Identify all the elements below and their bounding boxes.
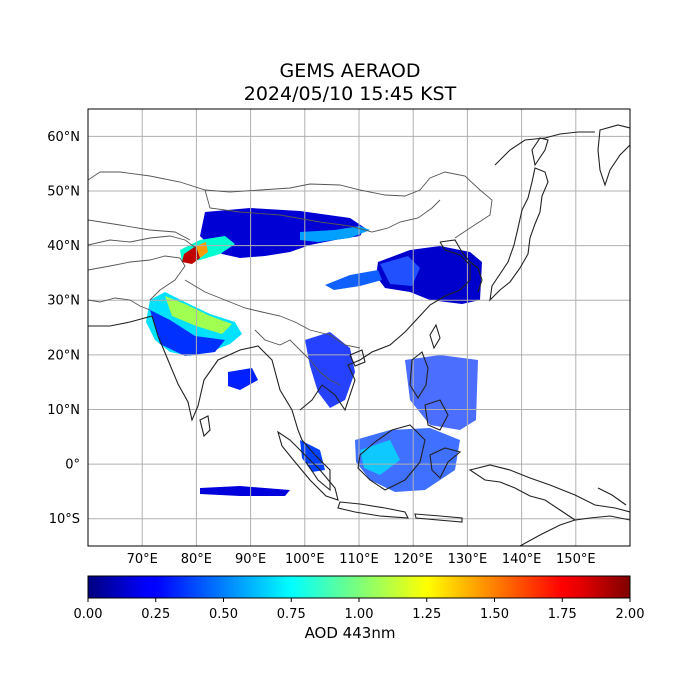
border-kazakhstan — [88, 219, 191, 241]
colorbar-tick-label: 0.75 — [277, 607, 306, 622]
coastline-malay-peninsula — [301, 439, 331, 492]
coastline-hokkaido — [531, 137, 549, 167]
coastline-kamchatka — [597, 124, 630, 187]
coastline-japan-kyushu-honshu — [489, 167, 549, 302]
coastline-korea — [439, 239, 483, 293]
aod-swath-borneo-cyan — [360, 440, 400, 475]
border-iran — [88, 297, 151, 311]
map-title: GEMS AERAOD — [279, 60, 421, 82]
border-mongolia — [204, 189, 441, 233]
colorbar-tick-label: 0.50 — [209, 607, 238, 622]
aod-swath-india-blue — [150, 310, 225, 356]
map-timestamp: 2024/05/10 15:45 KST — [243, 83, 457, 105]
lat-tick-label: 30°N — [47, 294, 80, 309]
colorbar-label: AOD 443nm — [304, 624, 396, 642]
coastline-hainan — [349, 349, 366, 367]
aod-swaths — [146, 208, 482, 496]
border-russia-china — [88, 171, 493, 239]
lon-tick-label: 130°E — [448, 552, 488, 567]
coastline-sri-lanka — [199, 415, 211, 438]
aod-swath-tarim-hotspot — [182, 246, 200, 264]
map-frame — [87, 108, 631, 547]
lat-tick-label: 0° — [65, 458, 80, 473]
coastline-luzon — [409, 351, 429, 400]
country-borders — [88, 171, 493, 386]
aod-swath-central-asia-edge — [300, 226, 370, 242]
coastline-borneo — [357, 424, 426, 491]
coastline-sakhalin-okhotsk — [494, 131, 595, 166]
lon-tick-label: 70°E — [127, 552, 158, 567]
aod-swath-philippines — [405, 355, 478, 430]
border-thailand-laos — [309, 359, 341, 386]
latitude-labels: 60°N 50°N 40°N 30°N 20°N 10°N 0° 10°S — [47, 130, 80, 527]
colorbar-tick-label: 1.25 — [412, 607, 441, 622]
lon-tick-label: 150°E — [556, 552, 596, 567]
aod-swath-east-china-blue — [380, 256, 420, 286]
coastline-sumatra — [277, 430, 339, 501]
coastline-indochina — [299, 241, 471, 412]
lat-tick-label: 50°N — [47, 184, 80, 199]
lon-tick-label: 110°E — [339, 552, 379, 567]
lon-tick-label: 90°E — [235, 552, 266, 567]
lat-tick-label: 20°N — [47, 348, 80, 363]
coastline-mindanao — [424, 399, 449, 431]
colorbar-tick-label: 1.75 — [548, 607, 577, 622]
coastline-taiwan — [429, 323, 441, 350]
border-central-asia — [88, 235, 197, 249]
colorbar-tick-label: 2.00 — [616, 607, 645, 622]
colorbar-tick-label: 0.00 — [74, 607, 103, 622]
border-afghanistan-pakistan — [88, 255, 186, 301]
coastline-new-guinea — [468, 464, 630, 521]
lat-tick-label: 10°S — [49, 512, 80, 527]
border-bangladesh-myanmar — [254, 329, 311, 361]
aod-swath-indochina — [305, 332, 355, 408]
coastlines — [88, 124, 630, 546]
lat-tick-label: 60°N — [47, 130, 80, 145]
aod-swath-india-green — [165, 296, 232, 334]
colorbar-tick-label: 1.50 — [480, 607, 509, 622]
border-china-indochina — [294, 321, 361, 349]
aod-swath-east-china-haze — [325, 270, 382, 290]
colorbar-tick-label: 1.00 — [345, 607, 374, 622]
coastline-lesser-sunda — [414, 513, 463, 523]
coastline-java — [337, 501, 409, 519]
border-himalaya — [184, 279, 296, 323]
lon-tick-label: 120°E — [393, 552, 433, 567]
colorbar — [87, 575, 631, 599]
coastline-bismarck — [597, 487, 627, 506]
aod-swath-java — [200, 486, 290, 496]
longitude-labels: 70°E 80°E 90°E 100°E 110°E 120°E 130°E 140°E 150… — [127, 552, 596, 567]
colorbar-ticks: 0.00 0.25 0.50 0.75 1.00 1.25 1.50 1.75 2.00 — [74, 598, 645, 622]
colorbar-tick-label: 0.25 — [141, 607, 170, 622]
lon-tick-label: 80°E — [181, 552, 212, 567]
coastline-india — [88, 315, 303, 441]
lat-tick-label: 10°N — [47, 403, 80, 418]
lon-tick-label: 140°E — [502, 552, 542, 567]
coastline-sulawesi — [429, 447, 462, 479]
lat-tick-label: 40°N — [47, 239, 80, 254]
lon-tick-label: 100°E — [285, 552, 325, 567]
coastline-australia-north — [519, 519, 576, 546]
